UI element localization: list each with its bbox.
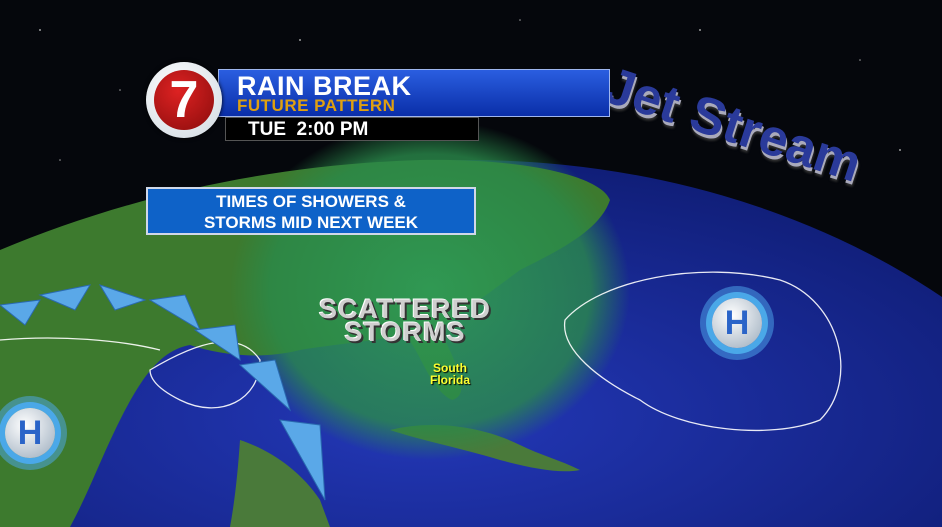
stars — [39, 19, 901, 161]
south-florida-label: South Florida — [430, 361, 471, 387]
high-pressure-icon: H — [5, 408, 55, 458]
cold-front — [0, 284, 326, 501]
page-subtitle: FUTURE PATTERN — [237, 96, 396, 115]
station-logo: 7 — [146, 62, 222, 138]
forecast-time: TUE 2:00 PM — [225, 117, 479, 141]
high-pressure-icon: H — [712, 298, 762, 348]
message-box: TIMES OF SHOWERS & STORMS MID NEXT WEEK — [146, 187, 476, 235]
central-america — [230, 440, 330, 527]
title-bar: RAIN BREAK FUTURE PATTERN — [218, 69, 610, 117]
message-line-2: STORMS MID NEXT WEEK — [203, 213, 419, 232]
isobars — [0, 271, 842, 432]
message-line-1: TIMES OF SHOWERS & — [216, 192, 406, 211]
page-title: RAIN BREAK — [237, 71, 412, 101]
scattered-storms-label: SCATTERED STORMS — [318, 294, 491, 347]
